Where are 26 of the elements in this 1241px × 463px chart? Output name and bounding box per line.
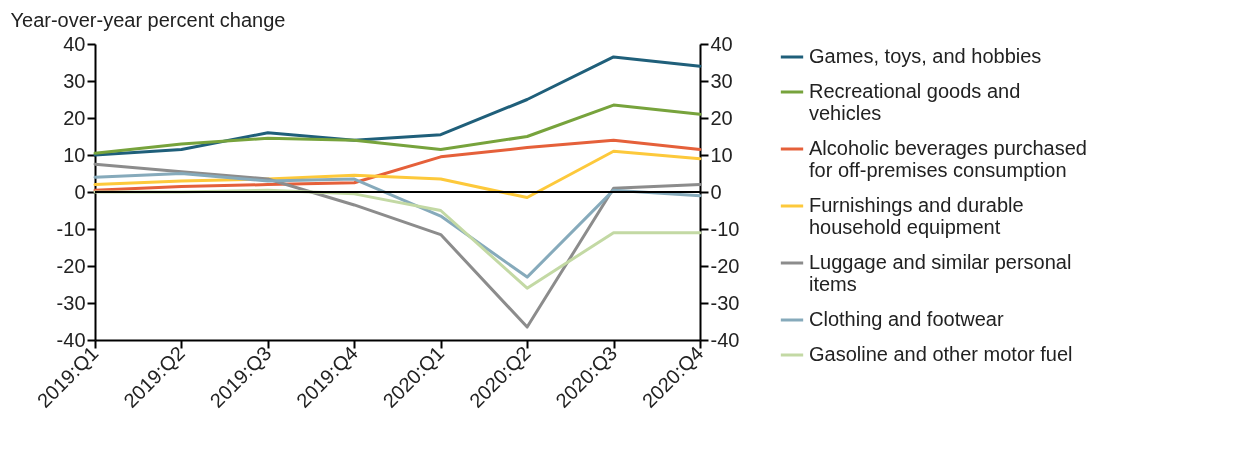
legend-label: Furnishings and durable household equipment: [809, 194, 1024, 238]
y-tick-label: -30: [56, 291, 86, 314]
legend-label: Alcoholic beverages purchased for off-premises consumption: [809, 137, 1087, 181]
y-tick-label: -20: [56, 254, 86, 277]
y2-tick-label: 40: [710, 32, 733, 55]
y2-tick-label: 20: [710, 106, 733, 129]
y2-tick-label: -40: [710, 328, 740, 351]
y2-tick-label: -30: [710, 291, 740, 314]
y2-tick-label: 10: [710, 143, 733, 166]
legend-label: Recreational goods and vehicles: [809, 80, 1021, 124]
y-tick-label: 30: [63, 69, 86, 92]
y2-tick-label: 0: [710, 180, 722, 203]
y-tick-label: -40: [56, 328, 86, 351]
y-tick-label: 10: [63, 143, 86, 166]
y-axis-title: Year-over-year percent change: [10, 8, 286, 31]
y-tick-label: 40: [63, 32, 86, 55]
y-tick-label: 20: [63, 106, 86, 129]
legend-label: Luggage and similar personal items: [809, 251, 1072, 295]
legend-label: Games, toys, and hobbies: [809, 45, 1042, 67]
y2-tick-label: -10: [710, 217, 740, 240]
y2-tick-label: 30: [710, 69, 733, 92]
y-tick-label: 0: [74, 180, 86, 203]
legend-label: Gasoline and other motor fuel: [809, 343, 1073, 365]
y2-tick-label: -20: [710, 254, 740, 277]
y-tick-label: -10: [56, 217, 86, 240]
legend-label: Clothing and footwear: [809, 308, 1004, 330]
